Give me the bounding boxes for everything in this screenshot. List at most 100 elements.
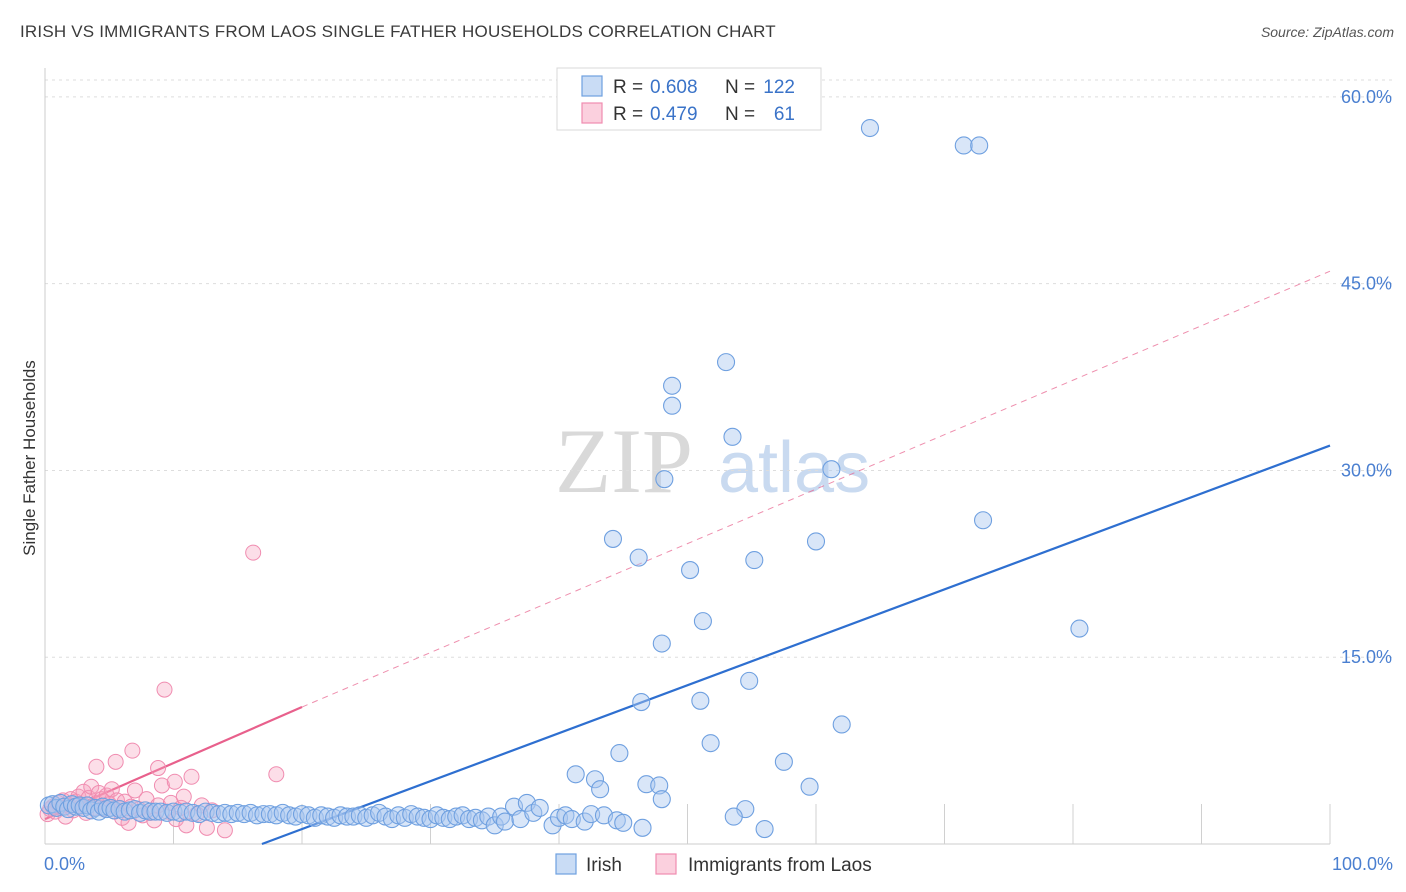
irish-point xyxy=(203,803,222,822)
irish-point xyxy=(652,634,671,653)
legend-n-label-irish: N = xyxy=(725,77,755,98)
irish-point xyxy=(228,803,247,822)
irish-point xyxy=(681,561,700,580)
irish-point xyxy=(701,734,720,753)
source-label: Source: ZipAtlas.com xyxy=(1260,24,1394,40)
irish-point xyxy=(260,805,279,824)
irish-point xyxy=(235,805,254,824)
stats-legend: R = 0.608 N = 122 R = 0.479 N = 61 xyxy=(556,67,822,131)
irish-point xyxy=(164,802,183,821)
legend-r-label-irish: R = xyxy=(613,77,643,98)
laos-point xyxy=(268,766,285,783)
x-tick-label-start: 0.0% xyxy=(44,854,85,874)
irish-point xyxy=(663,376,682,395)
irish-point xyxy=(543,816,562,835)
legend-swatch-irish xyxy=(581,75,603,97)
laos-point xyxy=(183,768,200,785)
irish-point xyxy=(585,770,605,789)
irish-point xyxy=(745,551,764,570)
irish-point xyxy=(973,511,993,530)
chart-title: IRISH VS IMMIGRANTS FROM LAOS SINGLE FAT… xyxy=(20,22,776,41)
irish-point xyxy=(331,806,350,825)
y-tick-label: 15.0% xyxy=(1341,647,1392,667)
bottom-legend-swatch-irish xyxy=(555,853,577,875)
irish-point xyxy=(280,806,299,825)
laos-point xyxy=(175,788,192,805)
legend-n-value-irish: 122 xyxy=(763,77,795,98)
irish-point xyxy=(716,353,736,372)
irish-point xyxy=(222,805,241,824)
irish-point xyxy=(183,803,202,822)
y-axis-label: Single Father Households xyxy=(20,360,39,556)
irish-point xyxy=(209,805,228,824)
laos-point xyxy=(153,777,170,794)
irish-point xyxy=(1070,619,1089,638)
irish-point xyxy=(832,715,851,734)
legend-swatch-laos xyxy=(581,102,603,124)
y-tick-label: 30.0% xyxy=(1341,460,1392,480)
irish-point xyxy=(495,812,515,831)
y-tick-label: 60.0% xyxy=(1341,87,1392,107)
laos-point xyxy=(107,753,124,770)
watermark-atlas: atlas xyxy=(718,428,870,508)
legend-r-value-irish: 0.608 xyxy=(650,77,698,98)
laos-point xyxy=(150,760,167,777)
irish-point xyxy=(151,802,170,821)
irish-point xyxy=(655,470,674,489)
irish-point xyxy=(591,780,610,799)
watermark-zip: ZIP xyxy=(555,410,693,512)
irish-point xyxy=(663,396,682,415)
irish-point xyxy=(247,806,267,825)
irish-point xyxy=(633,818,652,837)
irish-point xyxy=(774,752,793,771)
irish-point xyxy=(724,807,743,826)
irish-point xyxy=(860,118,880,138)
irish-point xyxy=(652,790,671,809)
irish-point xyxy=(318,807,337,826)
irish-point xyxy=(530,798,549,817)
bottom-legend-swatch-laos xyxy=(655,853,677,875)
bottom-legend-label-laos: Immigrants from Laos xyxy=(688,855,872,876)
irish-point xyxy=(158,803,177,822)
trendline-irish xyxy=(261,444,1331,846)
axes xyxy=(44,68,1331,845)
irish-point xyxy=(755,820,774,839)
irish-point xyxy=(170,803,189,822)
laos-point xyxy=(156,681,173,698)
tick-labels: 15.0% 30.0% 45.0% 60.0% 0.0% 100.0% xyxy=(44,87,1393,874)
irish-point xyxy=(575,812,594,831)
irish-point xyxy=(566,765,585,784)
laos-point xyxy=(216,822,233,839)
irish-point xyxy=(800,777,819,796)
gridlines xyxy=(45,79,1392,658)
irish-point xyxy=(691,691,710,710)
irish-point xyxy=(954,136,973,155)
irish-point xyxy=(215,803,234,822)
legend-n-label-laos: N = xyxy=(725,104,755,125)
irish-point xyxy=(740,671,759,690)
irish-point xyxy=(970,136,989,155)
y-tick-label: 45.0% xyxy=(1341,274,1392,294)
legend-r-value-laos: 0.479 xyxy=(650,104,698,125)
irish-point xyxy=(693,612,712,631)
irish-point xyxy=(603,529,623,548)
irish-point xyxy=(723,427,742,446)
laos-point xyxy=(245,544,262,561)
irish-point xyxy=(254,805,273,824)
irish-points xyxy=(39,118,1089,839)
irish-point xyxy=(629,548,648,567)
irish-point xyxy=(146,802,165,821)
laos-points xyxy=(39,544,285,839)
irish-point xyxy=(582,805,601,824)
irish-point xyxy=(614,813,633,832)
irish-point xyxy=(610,744,629,763)
irish-point xyxy=(822,460,841,479)
irish-point xyxy=(434,808,453,827)
irish-point xyxy=(632,693,651,712)
legend-r-label-laos: R = xyxy=(613,104,643,125)
irish-point xyxy=(637,775,656,794)
laos-point xyxy=(124,742,141,759)
legend-n-value-laos: 61 xyxy=(774,104,795,125)
laos-point xyxy=(166,773,183,790)
